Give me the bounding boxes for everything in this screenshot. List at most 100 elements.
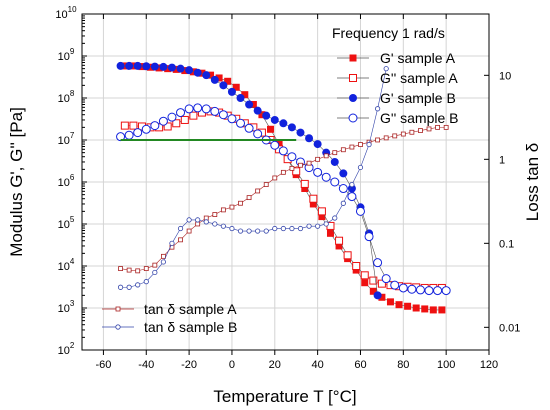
data-point (433, 286, 443, 296)
y-left-tick-exponent: 3 (70, 299, 75, 308)
data-point (176, 108, 186, 118)
data-point (270, 115, 279, 124)
y-left-tick-label: 103 (58, 299, 75, 315)
data-point (152, 269, 158, 276)
data-point (280, 225, 286, 232)
legend-title: Frequency 1 rad/s (332, 25, 445, 41)
data-point (309, 194, 318, 203)
data-point (126, 284, 132, 290)
data-point (352, 262, 361, 270)
data-point (258, 111, 266, 119)
data-point (343, 251, 352, 260)
data-point (330, 177, 340, 187)
data-point (203, 219, 209, 225)
data-point (201, 104, 211, 114)
series-line (120, 68, 387, 288)
data-point (332, 215, 338, 221)
y-left-tick-base: 10 (58, 303, 70, 315)
data-point (207, 71, 215, 79)
x-tick-label: 40 (312, 359, 324, 371)
y-left-tick-exponent: 10 (68, 5, 77, 14)
data-point (142, 62, 151, 71)
data-point (115, 306, 121, 312)
data-point (358, 142, 363, 147)
data-point (357, 164, 364, 171)
x-axis: -60 -40 -20 0 20 40 60 80 100 120 (95, 14, 498, 371)
y-left-tick-label: 105 (58, 215, 75, 231)
data-point (143, 266, 149, 272)
data-point (383, 66, 389, 72)
data-point (426, 126, 432, 132)
data-point (418, 128, 423, 133)
y-left-tick-base: 10 (58, 261, 70, 273)
data-point (441, 286, 451, 296)
data-point (318, 213, 326, 221)
y-left-tick-exponent: 2 (70, 341, 75, 350)
y-left-tick-label: 107 (58, 131, 75, 147)
data-point (118, 266, 123, 272)
legend-lower: tan δ sample A tan δ sample B (102, 301, 237, 335)
data-point (210, 75, 219, 84)
data-point (361, 279, 369, 287)
data-point (167, 63, 176, 72)
data-point (147, 63, 155, 71)
data-point (352, 266, 360, 274)
data-point (133, 61, 142, 70)
data-point (323, 153, 329, 159)
legend-label: G' sample A (380, 50, 456, 66)
y-axis-right-label: Loss tan δ (523, 143, 542, 221)
data-point (117, 284, 124, 290)
data-point (245, 100, 254, 109)
series-tan-sample-b (117, 66, 389, 290)
data-point (227, 87, 236, 96)
data-point (349, 182, 355, 188)
data-point (212, 212, 218, 217)
data-point (313, 140, 322, 149)
data-point (160, 253, 166, 259)
data-point (330, 157, 339, 166)
data-point (338, 184, 348, 194)
data-point (129, 121, 138, 130)
y-left-tick-label: 104 (58, 257, 75, 273)
legend-label: G' sample B (380, 90, 456, 106)
y-left-tick-exponent: 5 (70, 215, 75, 224)
data-point (236, 94, 245, 102)
y-left-tick-label: 1010 (55, 5, 77, 21)
data-point (348, 113, 358, 123)
data-point (300, 179, 309, 188)
data-point (424, 286, 434, 296)
data-point (335, 242, 343, 250)
data-point (364, 232, 374, 242)
legend-label: tan δ sample A (144, 301, 237, 317)
data-point (193, 103, 203, 113)
data-point (305, 134, 314, 143)
y-left-tick-label: 106 (58, 173, 75, 189)
data-point (169, 240, 175, 246)
x-axis-label: Temperature T [°C] (213, 387, 356, 406)
data-point (255, 228, 261, 234)
data-point (279, 119, 288, 128)
data-point (301, 185, 309, 193)
data-point (141, 124, 151, 134)
y-left-tick-base: 10 (58, 177, 70, 189)
data-point (315, 156, 321, 162)
data-point (115, 324, 121, 330)
data-point (377, 279, 386, 288)
data-point (167, 112, 177, 122)
data-point (189, 111, 198, 120)
data-point (272, 225, 278, 232)
y-left-tick-base: 10 (58, 135, 70, 147)
y-axis-right: 0.01 0.1 1 10 (484, 70, 520, 334)
data-point (429, 306, 437, 314)
data-point (249, 101, 257, 109)
y-right-tick-label: 10 (499, 70, 511, 82)
data-point (150, 121, 160, 131)
data-point (180, 115, 189, 124)
data-point (323, 221, 329, 227)
data-point (163, 122, 172, 131)
data-point (229, 204, 235, 210)
data-point (369, 287, 377, 295)
data-point (160, 259, 166, 265)
